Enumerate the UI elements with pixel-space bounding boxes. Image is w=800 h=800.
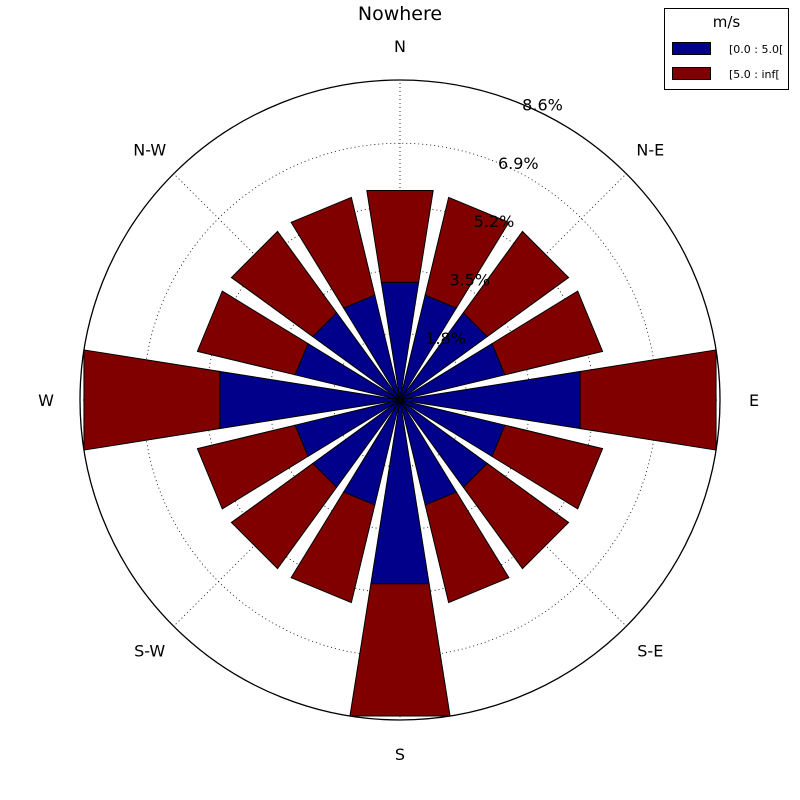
direction-labels: E N-E N N-W W S-W S S-E — [38, 37, 759, 764]
legend-label: [0.0 : 5.0[ — [729, 43, 784, 56]
bar-s-w-series-1 — [230, 462, 338, 570]
direction-label-s-w: S-W — [134, 641, 165, 660]
direction-label-n: N — [394, 37, 406, 56]
bar-n-e-series-1 — [462, 230, 570, 338]
bar-nne-series-1 — [424, 196, 510, 309]
bar-w-series-1 — [83, 349, 221, 451]
bar-s-e-series-1 — [462, 462, 570, 570]
bar-wsw-series-1 — [196, 424, 309, 510]
direction-label-w: W — [38, 391, 54, 410]
radial-tick-label: 8.6% — [522, 95, 563, 114]
legend: m/s [0.0 : 5.0[ [5.0 : inf[ — [664, 8, 789, 90]
direction-label-e: E — [749, 391, 759, 410]
legend-swatch — [672, 42, 711, 55]
chart-title: Nowhere — [357, 3, 443, 25]
direction-label-n-w: N-W — [133, 141, 166, 160]
legend-label: [5.0 : inf[ — [729, 68, 780, 81]
legend-swatch — [672, 67, 711, 80]
bar-nnw-series-1 — [290, 196, 376, 309]
radial-tick-label: 6.9% — [498, 154, 539, 173]
direction-label-n-e: N-E — [636, 141, 664, 160]
radial-tick-labels: 1.8% 3.5% 5.2% 6.9% 8.6% — [425, 95, 563, 348]
radial-tick-label: 1.8% — [425, 329, 466, 348]
bar-n-w-series-1 — [230, 230, 338, 338]
bar-ese-series-1 — [491, 424, 604, 510]
bar-ssw-series-1 — [290, 491, 376, 604]
direction-label-s-e: S-E — [637, 641, 663, 660]
bar-e-series-1 — [579, 349, 717, 451]
direction-label-s: S — [395, 745, 405, 764]
bar-wnw-series-1 — [196, 290, 309, 376]
bar-sse-series-1 — [424, 491, 510, 604]
outer-circle — [79, 79, 721, 721]
radial-tick-label: 3.5% — [449, 271, 490, 290]
radial-tick-label: 5.2% — [474, 212, 515, 231]
bar-ene-series-1 — [491, 290, 604, 376]
bar-n-series-1 — [366, 190, 434, 283]
legend-title: m/s — [712, 13, 741, 31]
bar-s-series-1 — [349, 583, 451, 717]
bars-layer — [83, 190, 717, 717]
